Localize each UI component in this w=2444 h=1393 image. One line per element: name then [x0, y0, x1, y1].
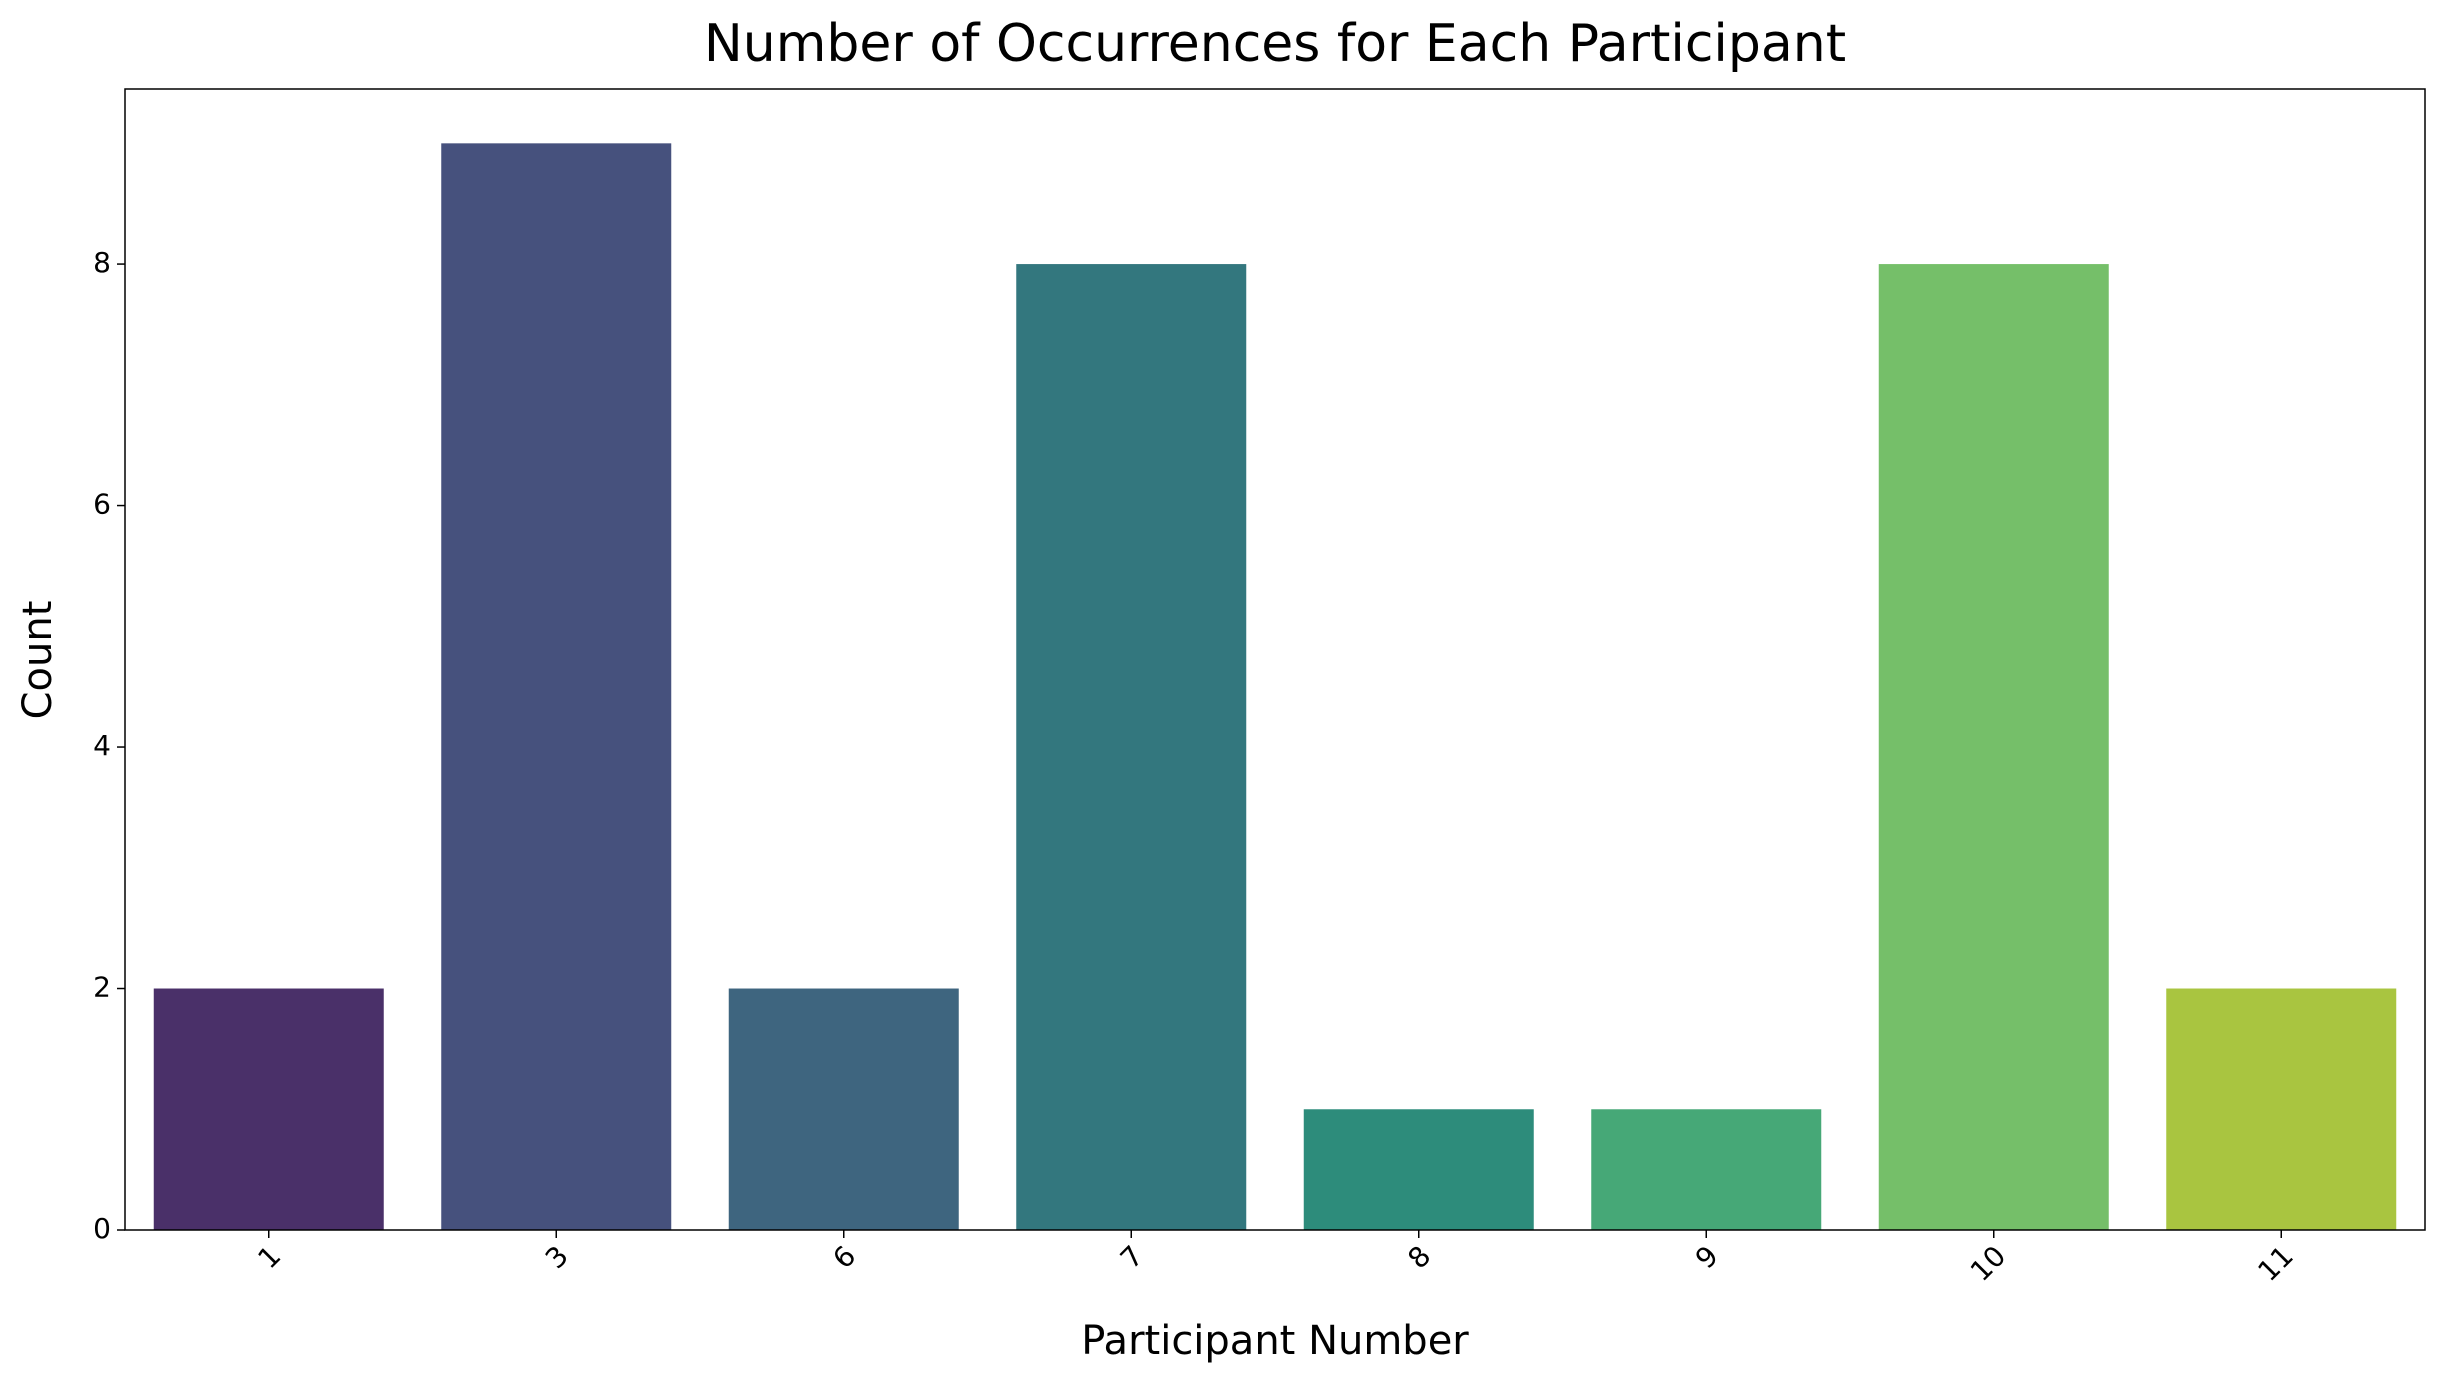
bar [728, 988, 959, 1230]
plot-frame [124, 88, 2426, 1231]
bar [153, 988, 384, 1230]
x-tick-label: 8 [1401, 1239, 1437, 1275]
y-axis-label: Count [15, 601, 61, 720]
x-tick-label: 7 [1114, 1239, 1150, 1275]
bar [1591, 1109, 1822, 1230]
bar [2166, 988, 2397, 1230]
x-tick-label: 11 [2251, 1239, 2300, 1288]
x-tick-label: 3 [539, 1239, 575, 1275]
bar [1016, 264, 1247, 1230]
x-tick-label: 10 [1964, 1239, 2013, 1288]
y-tick-label: 6 [93, 488, 111, 521]
x-axis-label: Participant Number [1081, 1318, 1469, 1364]
bar [1303, 1109, 1534, 1230]
y-tick-label: 0 [93, 1212, 111, 1245]
x-tick-label: 1 [251, 1239, 287, 1275]
bar [1878, 264, 2109, 1230]
y-tick-label: 2 [93, 971, 111, 1004]
chart-title: Number of Occurrences for Each Participa… [704, 14, 1846, 74]
y-tick-label: 4 [93, 729, 111, 762]
x-tick-label: 9 [1689, 1239, 1725, 1275]
x-tick-label: 6 [826, 1239, 862, 1275]
y-tick-label: 8 [93, 246, 111, 279]
bar [441, 143, 672, 1230]
